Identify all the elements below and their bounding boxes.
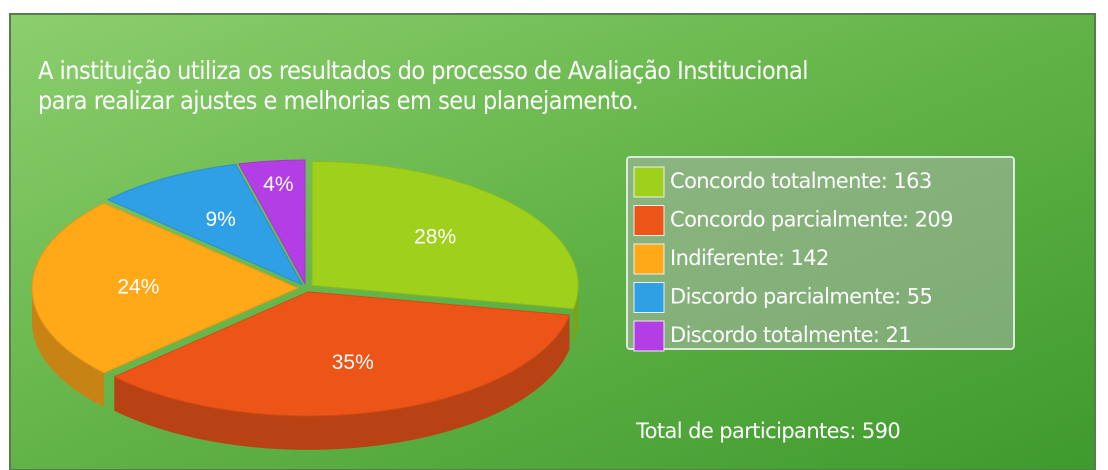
- legend-label: Discordo parcialmente: 55: [670, 285, 932, 309]
- legend-swatch: [633, 205, 665, 236]
- legend-swatch: [633, 243, 665, 275]
- data-label: 4%: [263, 173, 293, 196]
- slice-side: [114, 315, 570, 450]
- slice: [31, 202, 300, 374]
- slice: [238, 159, 306, 285]
- data-label: 24%: [117, 276, 159, 299]
- data-label: 35%: [332, 351, 374, 374]
- chart-title: A instituição utiliza os resultados do p…: [38, 56, 808, 85]
- legend-label: Indiferente: 142: [670, 246, 829, 270]
- slice: [113, 291, 571, 417]
- slice: [106, 163, 304, 286]
- legend-box: [626, 156, 1015, 350]
- legend-label: Discordo totalmente: 21: [670, 323, 911, 347]
- legend-swatch: [633, 320, 665, 352]
- chart-title: para realizar ajustes e melhorias em seu…: [38, 86, 638, 115]
- legend-label: Concordo parcialmente: 209: [670, 208, 953, 232]
- legend-swatch: [633, 282, 665, 313]
- data-label: 9%: [206, 208, 236, 231]
- legend-swatch: [633, 166, 665, 198]
- slice: [311, 160, 579, 310]
- legend-label: Concordo totalmente: 163: [670, 169, 932, 193]
- data-label: 28%: [414, 226, 456, 249]
- annotation: Total de participantes: 590: [635, 419, 900, 443]
- slice-side: [573, 285, 579, 343]
- slice-side: [32, 288, 105, 407]
